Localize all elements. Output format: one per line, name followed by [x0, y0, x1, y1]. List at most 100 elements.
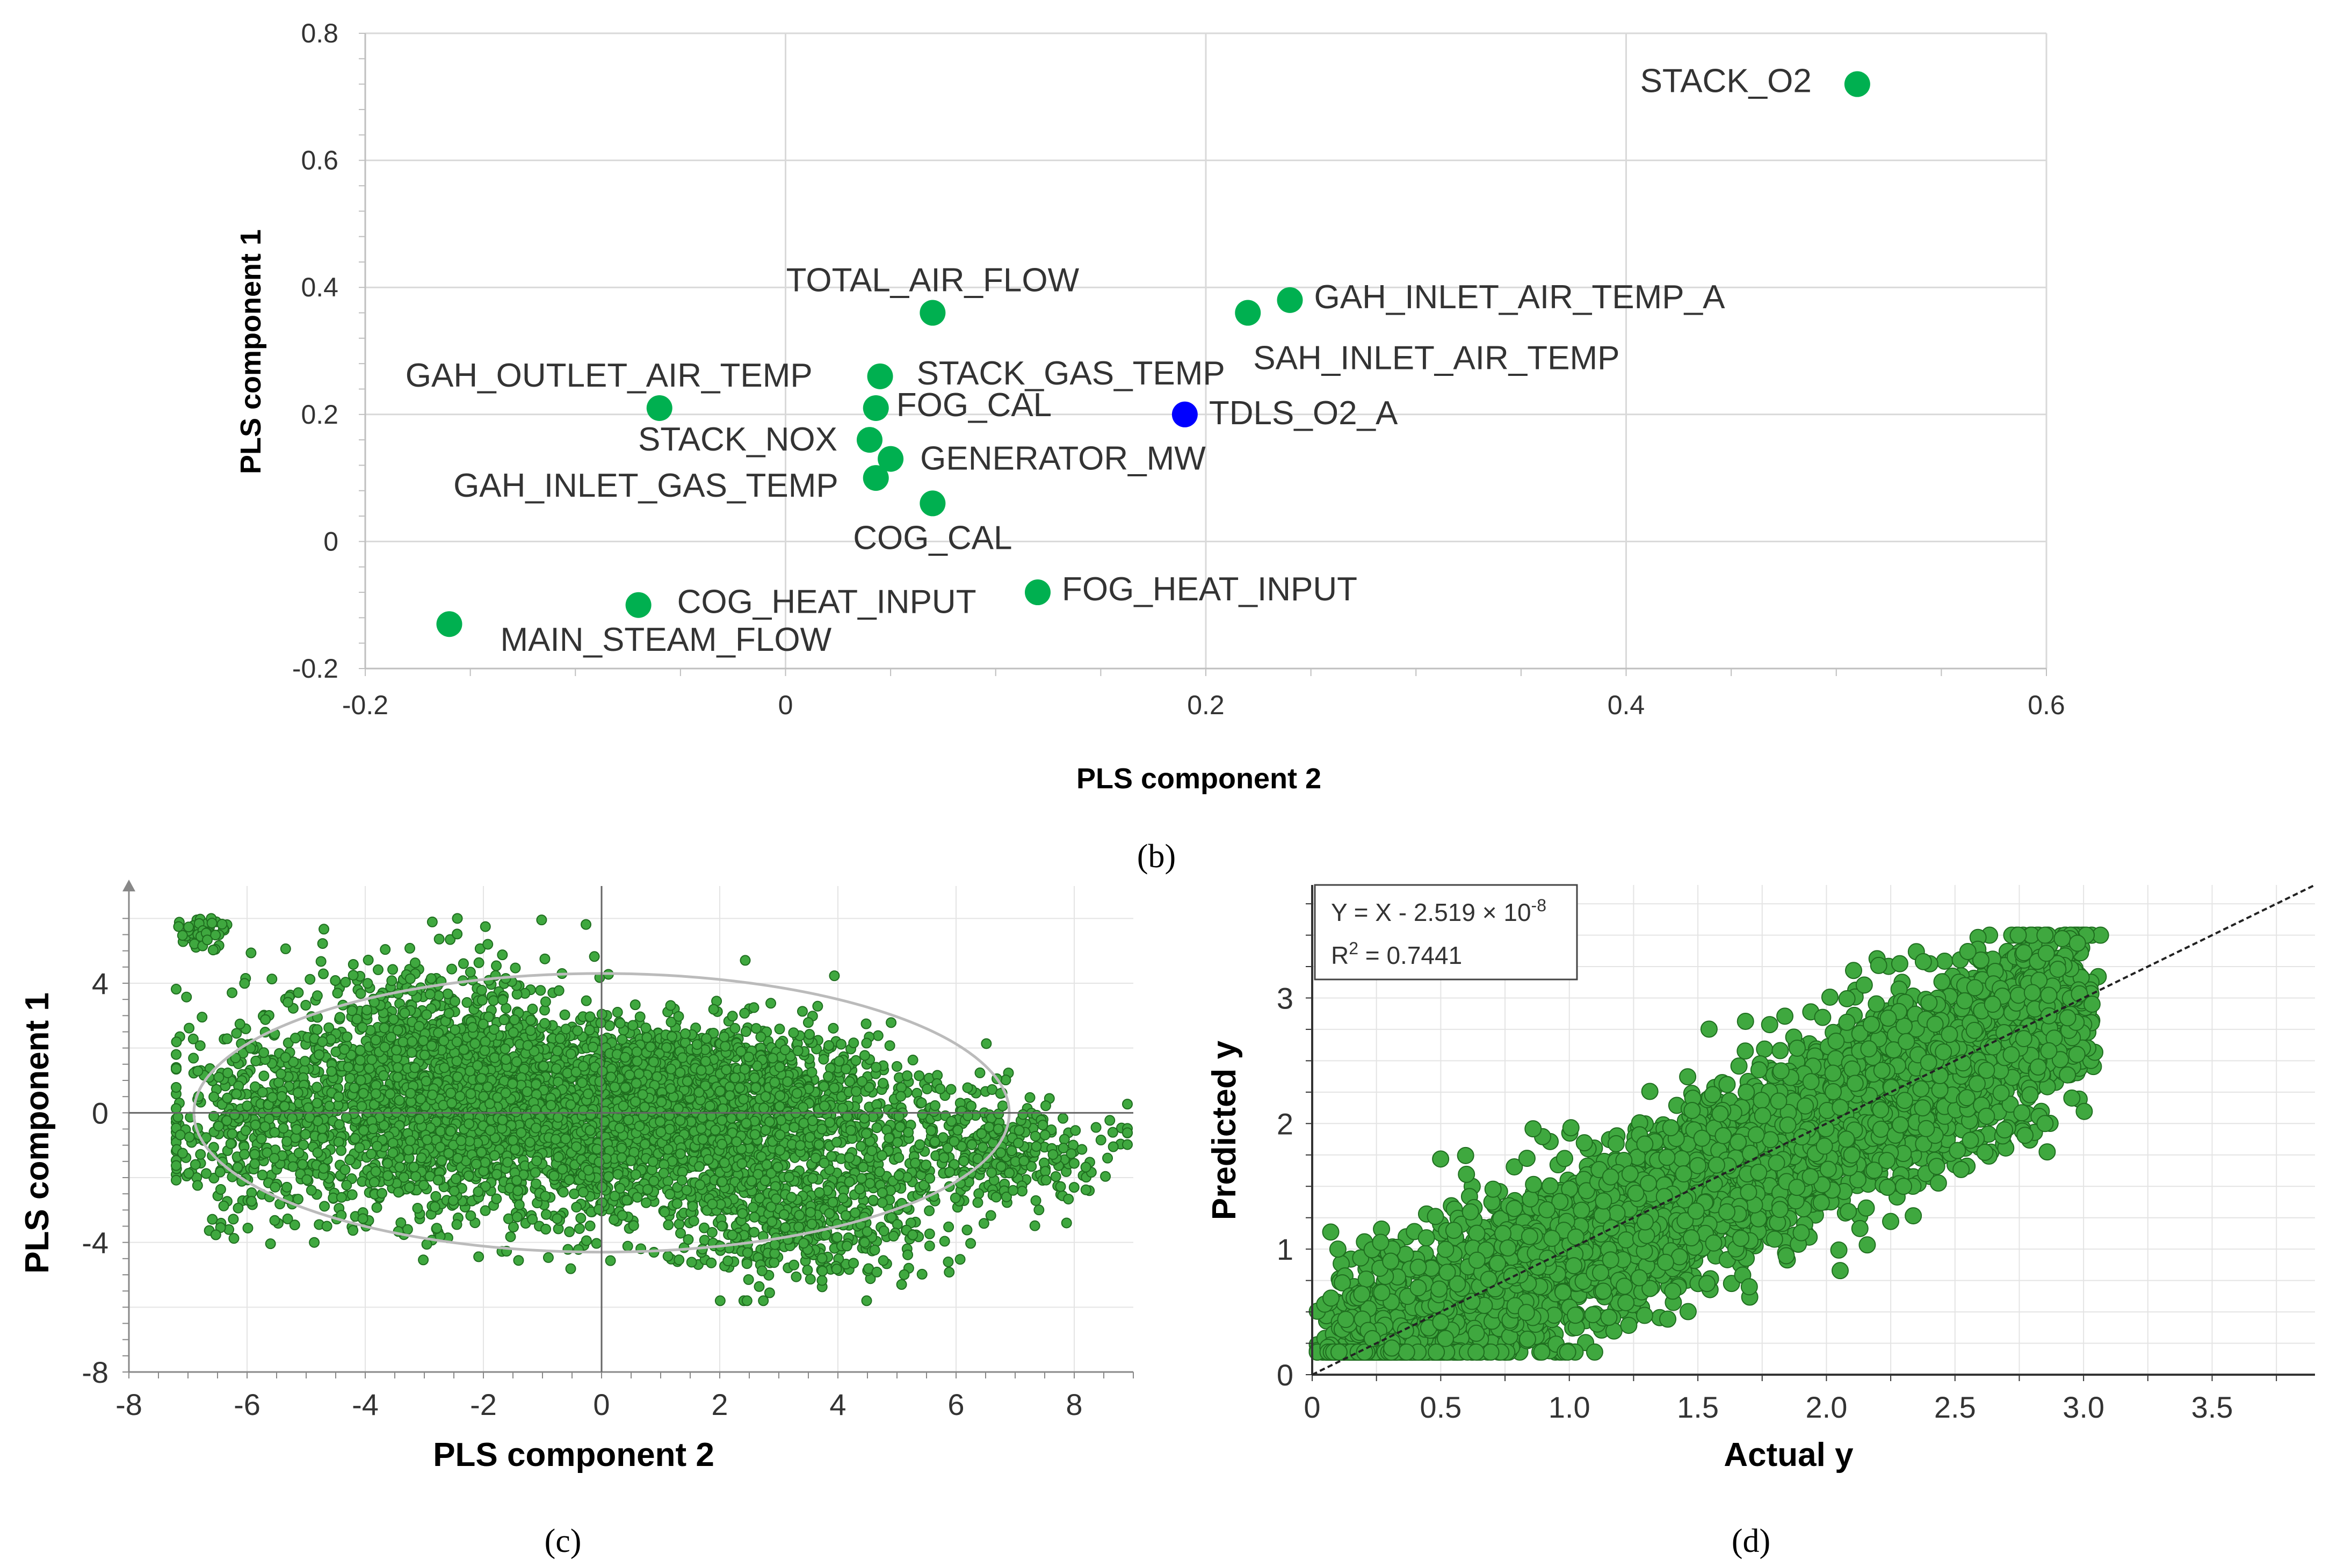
data-point	[355, 988, 366, 999]
data-point	[708, 1004, 719, 1015]
data-point	[693, 1087, 705, 1098]
data-point	[630, 999, 641, 1011]
data-point	[665, 1063, 677, 1075]
data-point	[640, 1022, 652, 1034]
data-point	[595, 1017, 606, 1028]
data-point	[1061, 1217, 1072, 1229]
panel-b-y-tick-label: 0.6	[301, 146, 338, 176]
data-point	[439, 1062, 450, 1073]
data-point	[390, 1044, 402, 1056]
data-point	[436, 1155, 447, 1166]
data-point	[385, 1088, 396, 1100]
data-point	[622, 1240, 633, 1252]
data-point	[354, 1045, 366, 1056]
data-point	[697, 1134, 708, 1145]
data-point	[450, 1173, 461, 1185]
data-point	[972, 1197, 983, 1208]
data-point	[442, 988, 453, 999]
data-point	[491, 1168, 502, 1180]
data-point	[348, 1225, 359, 1236]
data-point	[362, 978, 373, 989]
data-point	[727, 1011, 738, 1022]
data-point	[409, 957, 421, 969]
data-point	[472, 1060, 483, 1071]
data-point	[719, 1157, 730, 1168]
data-point	[421, 1076, 432, 1087]
data-point	[735, 1046, 747, 1057]
data-point	[386, 1032, 397, 1043]
data-point	[616, 1152, 627, 1163]
data-point	[691, 1039, 703, 1050]
data-point	[378, 1070, 389, 1081]
data-point	[850, 1086, 862, 1097]
data-point	[855, 1141, 866, 1152]
data-point	[508, 1027, 519, 1038]
panel-b-x-tick-label: 0	[778, 690, 793, 720]
data-point	[671, 1198, 683, 1209]
data-point	[340, 977, 351, 988]
data-point	[386, 975, 397, 986]
data-point	[569, 1188, 580, 1200]
point-label-stack-gas-temp: STACK_GAS_TEMP	[917, 355, 1225, 392]
data-point	[788, 1027, 799, 1039]
data-point	[917, 1109, 928, 1120]
data-point	[895, 1091, 907, 1102]
data-point	[438, 1035, 450, 1047]
data-point	[605, 1071, 617, 1083]
data-point-fog-heat-input	[1025, 579, 1051, 606]
data-point	[451, 1036, 462, 1048]
data-point	[498, 1014, 510, 1026]
data-point	[679, 1028, 691, 1040]
point-label-cog-cal: COG_CAL	[853, 519, 1012, 556]
data-point	[750, 1082, 762, 1093]
data-point	[812, 1000, 823, 1012]
data-point	[775, 1129, 786, 1141]
data-point	[527, 1214, 538, 1225]
data-point	[973, 1188, 985, 1199]
data-point	[738, 1093, 749, 1105]
point-label-gah-inlet-gas-temp: GAH_INLET_GAS_TEMP	[453, 467, 838, 504]
data-point	[479, 1045, 490, 1056]
data-point	[346, 1189, 358, 1200]
data-point	[452, 928, 463, 940]
data-point-gah-inlet-gas-temp	[863, 465, 889, 491]
data-point	[452, 1152, 464, 1164]
data-point	[452, 913, 463, 924]
data-point	[357, 1213, 368, 1224]
data-point	[449, 996, 460, 1007]
data-point	[394, 1095, 405, 1106]
data-point	[299, 1056, 310, 1067]
data-point	[348, 970, 359, 981]
panel-b-y-tick-label: 0.8	[301, 18, 338, 48]
data-point	[387, 1137, 399, 1149]
data-point	[312, 1098, 323, 1109]
data-point	[810, 1152, 821, 1164]
data-point	[575, 1213, 587, 1224]
data-point	[639, 1138, 650, 1150]
data-point	[343, 1062, 354, 1073]
data-point	[554, 1033, 566, 1044]
data-point	[458, 1044, 469, 1055]
panel-b-y-axis-label: PLS component 1	[235, 229, 267, 474]
data-point	[872, 1030, 884, 1041]
data-point	[388, 1014, 399, 1025]
data-point	[633, 1068, 645, 1079]
data-point	[655, 1116, 666, 1127]
data-point	[829, 970, 840, 982]
data-point	[450, 1024, 461, 1035]
data-point	[500, 1054, 511, 1065]
data-point	[857, 1076, 868, 1087]
data-point	[370, 1088, 381, 1099]
data-point	[604, 1020, 615, 1032]
data-point	[473, 957, 484, 968]
data-point	[769, 1077, 780, 1088]
data-point	[656, 1096, 667, 1107]
data-point	[382, 1158, 393, 1169]
data-point	[551, 1063, 562, 1075]
data-point	[387, 964, 399, 975]
point-label-generator-mw: GENERATOR_MW	[920, 440, 1206, 477]
data-point	[584, 1011, 596, 1022]
data-point	[446, 963, 458, 975]
data-point	[594, 1076, 605, 1087]
data-point	[667, 1031, 678, 1042]
